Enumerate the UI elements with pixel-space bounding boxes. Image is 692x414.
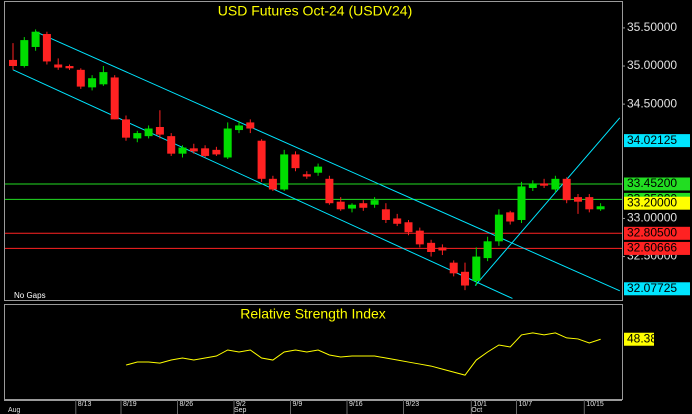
candle-body (257, 140, 266, 179)
candle-body (574, 197, 582, 202)
rsi-line (125, 332, 601, 376)
candle-body (483, 241, 492, 259)
candle-body (178, 147, 187, 154)
price-marker (624, 226, 690, 240)
candle-body (562, 178, 571, 201)
x-tick-label: 9/9 (293, 401, 303, 408)
price-marker (624, 134, 690, 148)
candle-body (291, 154, 300, 169)
rsi-frame (4, 304, 623, 400)
price-marker (624, 177, 690, 191)
candle-body (415, 230, 424, 245)
rsi-last-label: 48.38 (627, 331, 657, 345)
main-frame (4, 1, 623, 301)
candle-body (155, 126, 164, 135)
month-label: Aug (8, 407, 21, 414)
candle-body (235, 125, 243, 131)
candle-body (268, 178, 277, 190)
candle-body (359, 203, 368, 208)
candle-body (99, 72, 108, 85)
month-label: Sep (234, 407, 247, 414)
trendline (12, 69, 513, 299)
candle-body (110, 77, 119, 120)
candle-body (246, 122, 255, 129)
candle-body (596, 206, 605, 210)
candle-body (506, 212, 515, 222)
price-marker-label: 33.20000 (627, 195, 677, 209)
x-tick-label: 8/19 (123, 401, 137, 408)
candle-body (314, 166, 323, 173)
candle-body (144, 128, 153, 137)
x-tick-label: 10/7 (519, 401, 533, 408)
candle-body (336, 201, 345, 210)
rsi-marker (624, 332, 654, 346)
y-tick-label: 33.00000 (627, 211, 677, 225)
price-marker-label: 32.60666 (627, 241, 677, 255)
candle-body (280, 154, 289, 190)
trendline (35, 31, 621, 292)
price-marker (624, 196, 690, 210)
x-tick-label: 8/13 (78, 401, 92, 408)
x-tick-label: 10/15 (586, 401, 604, 408)
y-tick-label: 35.50000 (627, 20, 677, 34)
candle-body (472, 256, 481, 281)
chart-title: USD Futures Oct-24 (USDV24) (218, 3, 413, 19)
trendline (474, 117, 621, 286)
candle-body (65, 66, 74, 69)
x-tick-label: 9/2 (236, 401, 246, 408)
candle-body (20, 40, 29, 67)
x-tick-label: 9/16 (349, 401, 363, 408)
candle-body (427, 242, 436, 252)
candle-body (42, 34, 51, 62)
candle-body (449, 262, 458, 274)
candle-body (551, 178, 560, 190)
candle-body (348, 204, 356, 209)
candle-body (438, 247, 447, 251)
candle-body (381, 209, 390, 220)
candle-body (404, 222, 413, 233)
candle-body (585, 197, 594, 210)
candle-body (54, 64, 63, 68)
candle-body (223, 128, 232, 158)
candle-body (189, 148, 198, 152)
price-marker-label: 32.80500 (627, 225, 677, 239)
candle-body (540, 183, 549, 186)
x-tick-label: 10/1 (473, 401, 487, 408)
candle-body (370, 200, 379, 205)
gap-note: No Gaps (14, 291, 46, 300)
price-marker-label: 32.07725 (627, 281, 677, 295)
candle-body (133, 133, 142, 139)
candle-body (167, 136, 176, 154)
candle-body (9, 59, 17, 67)
candle-body (494, 214, 503, 242)
month-label: Oct (471, 407, 482, 414)
candle-body (76, 69, 85, 87)
x-tick-label: 9/23 (406, 401, 420, 408)
y-tick-label: 35.00000 (627, 58, 677, 72)
candle-body (528, 183, 537, 188)
candle-body (302, 174, 311, 177)
candle-body (212, 149, 221, 155)
candle-body (88, 78, 97, 88)
y-tick-label: 34.50000 (627, 96, 677, 110)
candle-body (31, 31, 40, 47)
price-marker-label: 33.45200 (627, 176, 677, 190)
candle-body (122, 119, 130, 138)
price-marker-label: 34.02125 (627, 133, 677, 147)
candle-body (325, 178, 334, 204)
candle-body (201, 148, 210, 156)
x-tick-label: 8/26 (180, 401, 194, 408)
candle-body (461, 271, 469, 286)
candle-body (517, 186, 526, 220)
candle-body (393, 218, 402, 224)
price-marker (624, 241, 690, 255)
price-marker (624, 282, 690, 296)
rsi-title: Relative Strength Index (240, 306, 386, 322)
